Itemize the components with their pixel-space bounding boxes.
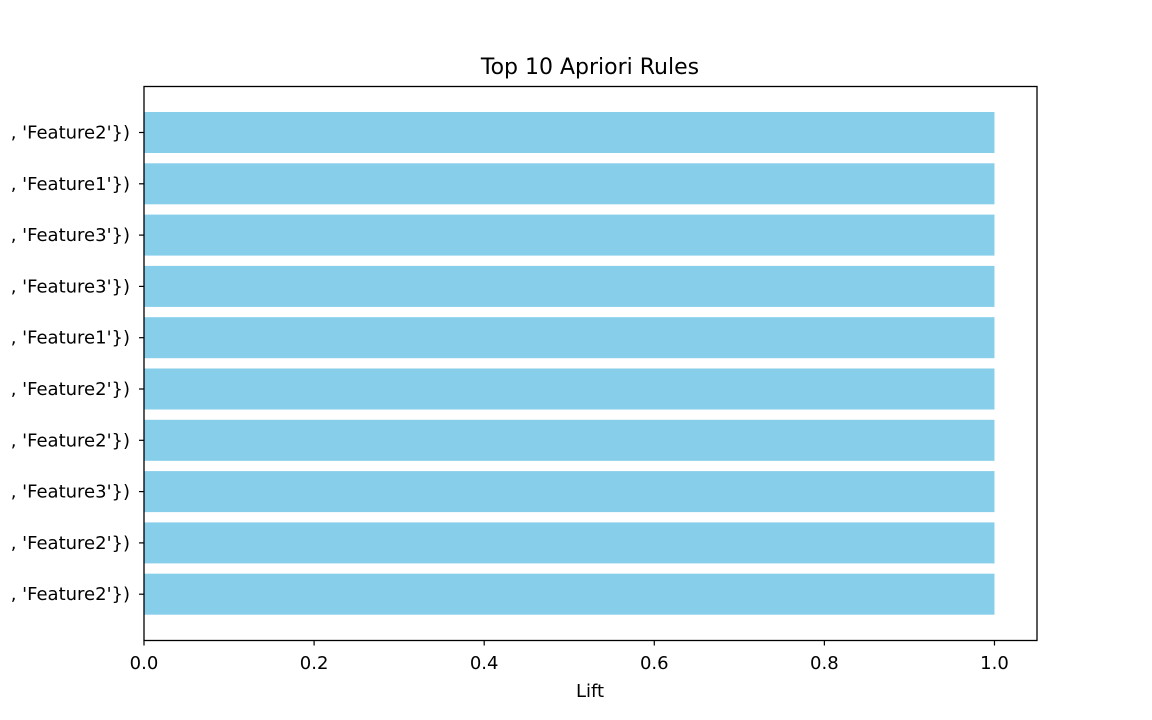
- y-tick-label: , 'Feature1'}): [11, 174, 130, 195]
- y-tick-label: , 'Feature1'}): [11, 328, 130, 349]
- y-tick-label: , 'Feature3'}): [11, 276, 130, 297]
- x-axis-label: Lift: [576, 681, 604, 702]
- bar-10: [144, 573, 995, 615]
- plot-frame: [143, 85, 1038, 642]
- y-tick-label: , 'Feature3'}): [11, 482, 130, 503]
- bar-7: [144, 419, 995, 461]
- y-tick-label: , 'Feature3'}): [11, 225, 130, 246]
- x-tick-label: 0.8: [810, 653, 839, 674]
- y-tick-label: , 'Feature2'}): [11, 533, 130, 554]
- y-tick-label: , 'Feature2'}): [11, 584, 130, 605]
- y-tick-label: , 'Feature2'}): [11, 430, 130, 451]
- bar-8: [144, 471, 995, 513]
- bar-2: [144, 163, 995, 205]
- bar-5: [144, 317, 995, 359]
- x-tick-label: 1.0: [980, 653, 1009, 674]
- y-axis-ticks: , 'Feature2'}) , 'Feature1'}) , 'Feature3'…: [11, 123, 144, 605]
- x-tick-label: 0.0: [130, 653, 159, 674]
- bars-layer: [144, 112, 995, 615]
- bar-1: [144, 112, 995, 153]
- bar-4: [144, 265, 995, 307]
- x-tick-label: 0.2: [300, 653, 329, 674]
- bar-9: [144, 522, 995, 564]
- bar-3: [144, 214, 995, 256]
- y-tick-label: , 'Feature2'}): [11, 379, 130, 400]
- x-tick-label: 0.6: [640, 653, 669, 674]
- chart-title: Top 10 Apriori Rules: [480, 55, 699, 80]
- y-tick-label: , 'Feature2'}): [11, 123, 130, 144]
- x-tick-label: 0.4: [470, 653, 499, 674]
- bar-6: [144, 368, 995, 410]
- x-axis-ticks: 0.0 0.2 0.4 0.6 0.8 1.0: [130, 640, 1009, 674]
